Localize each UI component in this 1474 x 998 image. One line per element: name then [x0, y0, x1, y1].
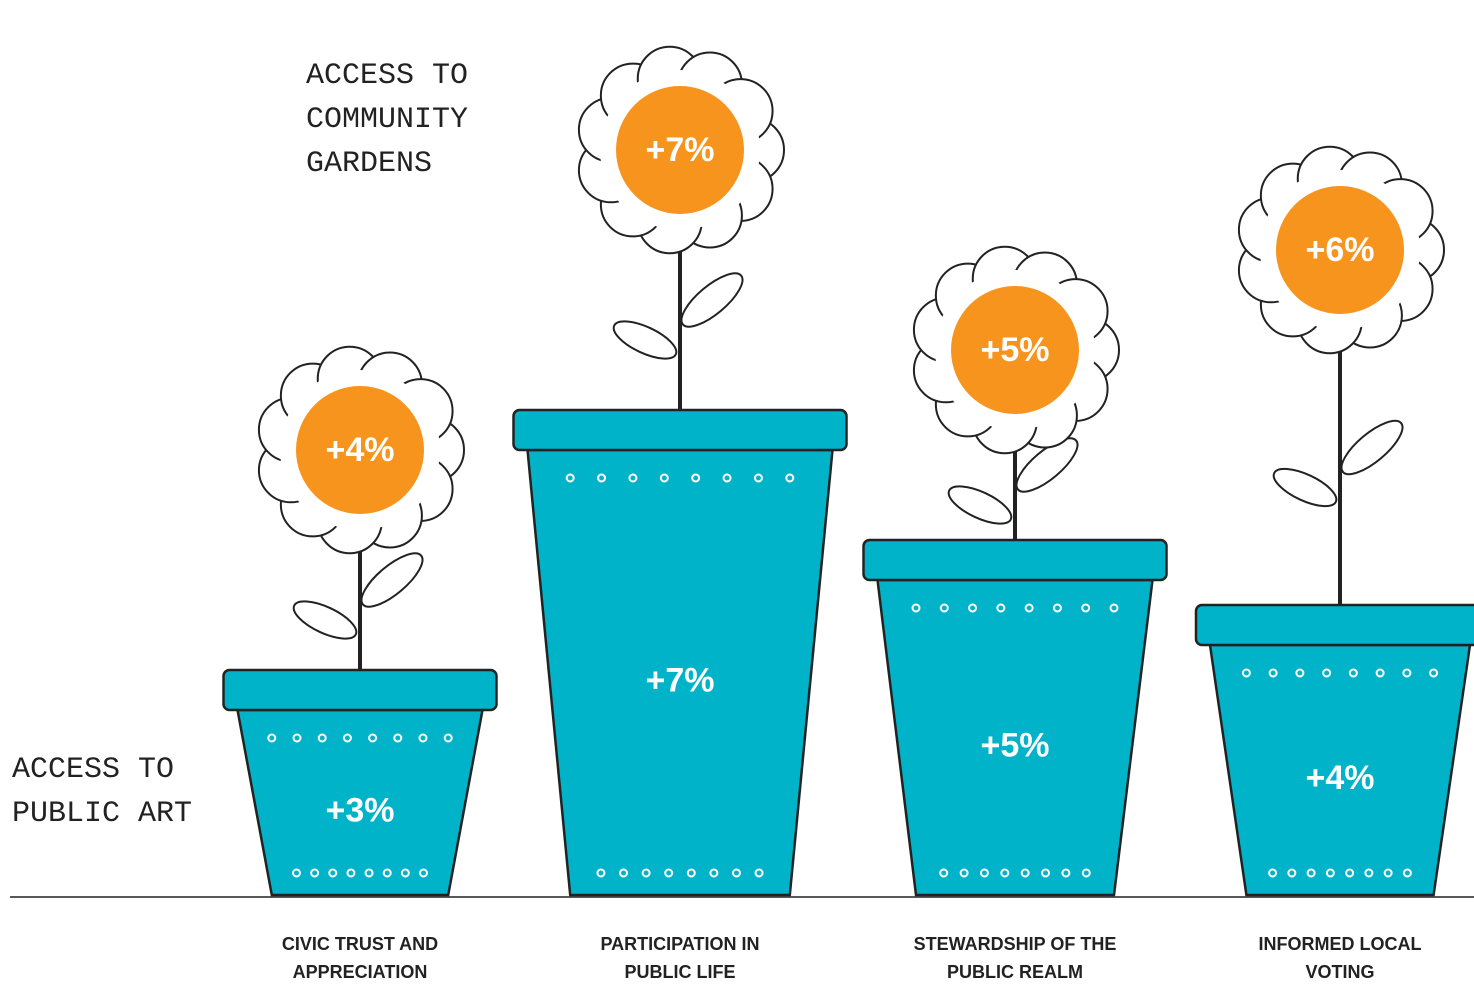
pot-dot — [342, 733, 352, 743]
flower-value-label: +6% — [1306, 231, 1375, 269]
pot-dot — [996, 603, 1006, 613]
pot-dot — [1322, 668, 1332, 678]
pot-dot — [267, 733, 277, 743]
pot-dot — [419, 868, 429, 878]
flower-value-label: +5% — [981, 331, 1050, 369]
pot-dot — [1306, 868, 1316, 878]
category-label: PARTICIPATION IN PUBLIC LIFE — [600, 934, 760, 982]
pot-rim — [862, 538, 1168, 582]
pot-rim — [222, 668, 498, 712]
pot-dot — [418, 733, 428, 743]
category-label: STEWARDSHIP OF THE PUBLIC REALM — [913, 934, 1117, 982]
pot-dot — [1348, 668, 1358, 678]
leaf — [360, 552, 424, 608]
flower-center — [1276, 186, 1404, 314]
pot-dot — [317, 733, 327, 743]
pot-dot — [1402, 868, 1412, 878]
pot-dot — [979, 868, 989, 878]
pot-dot — [1375, 668, 1385, 678]
pot-dot — [628, 473, 638, 483]
legend-gardens: ACCESS TO COMMUNITY GARDENS — [296, 50, 497, 190]
flower-value-label: +4% — [326, 431, 395, 469]
leaf — [292, 600, 358, 640]
pot-dot — [968, 603, 978, 613]
pot-dot — [911, 603, 921, 613]
flower-center — [616, 86, 744, 214]
pot-dot — [1041, 868, 1051, 878]
pot-dot — [785, 473, 795, 483]
pot-dot — [393, 733, 403, 743]
category-label: CIVIC TRUST AND APPRECIATION — [281, 934, 439, 982]
pot-dot — [1241, 668, 1251, 678]
pot-dot — [400, 868, 410, 878]
pot-dot — [664, 868, 674, 878]
pot-dot — [368, 733, 378, 743]
leaf — [1015, 437, 1079, 493]
pot-dot — [1109, 603, 1119, 613]
pot-dot — [596, 868, 606, 878]
pot-value-label: +3% — [326, 791, 395, 829]
pot-dot — [597, 473, 607, 483]
flower-center — [296, 386, 424, 514]
pot-dot — [1383, 868, 1393, 878]
pot-value-label: +5% — [981, 726, 1050, 764]
legend-art: ACCESS TO PUBLIC ART — [12, 753, 193, 831]
pot-dot — [346, 868, 356, 878]
pot-dot — [641, 868, 651, 878]
pot-rim — [512, 408, 848, 452]
pot-dot — [691, 473, 701, 483]
pot-dot — [382, 868, 392, 878]
flower-center — [951, 286, 1079, 414]
pot-dot — [959, 868, 969, 878]
pot-dot — [939, 868, 949, 878]
leaf — [680, 272, 744, 328]
pot-dot — [1081, 868, 1091, 878]
pot-dot — [1000, 868, 1010, 878]
pot-dot — [443, 733, 453, 743]
pot-dot — [754, 868, 764, 878]
pot-dot — [565, 473, 575, 483]
pot-dot — [292, 733, 302, 743]
pot-dot — [1295, 668, 1305, 678]
pot-dot — [1061, 868, 1071, 878]
flower-value-label: +7% — [646, 131, 715, 169]
pot-dot — [364, 868, 374, 878]
pot-dot — [1081, 603, 1091, 613]
pot-dot — [310, 868, 320, 878]
pot-dot — [659, 473, 669, 483]
pot-dot — [291, 868, 301, 878]
pot-dot — [1268, 668, 1278, 678]
leaf — [947, 485, 1013, 525]
leaf — [1272, 467, 1338, 508]
pot-dot — [1287, 868, 1297, 878]
pot-dot — [1268, 868, 1278, 878]
leaf — [612, 320, 678, 360]
pot-dot — [731, 868, 741, 878]
pot-dot — [753, 473, 763, 483]
pot-dot — [328, 868, 338, 878]
pot-rim — [1194, 603, 1474, 647]
pot-dot — [1402, 668, 1412, 678]
pot-dot — [619, 868, 629, 878]
pot-dot — [1052, 603, 1062, 613]
pot-dot — [1020, 868, 1030, 878]
pot-dot — [722, 473, 732, 483]
pot-value-label: +7% — [646, 661, 715, 699]
pot-dot — [686, 868, 696, 878]
pot-dot — [1364, 868, 1374, 878]
leaf — [1340, 419, 1404, 476]
pot-dot — [709, 868, 719, 878]
pot-value-label: +4% — [1306, 759, 1375, 797]
pot-dot — [1345, 868, 1355, 878]
pot-dot — [1024, 603, 1034, 613]
pot-dot — [1325, 868, 1335, 878]
pot-dot — [939, 603, 949, 613]
pot-dot — [1429, 668, 1439, 678]
category-label: INFORMED LOCAL VOTING — [1258, 934, 1422, 982]
